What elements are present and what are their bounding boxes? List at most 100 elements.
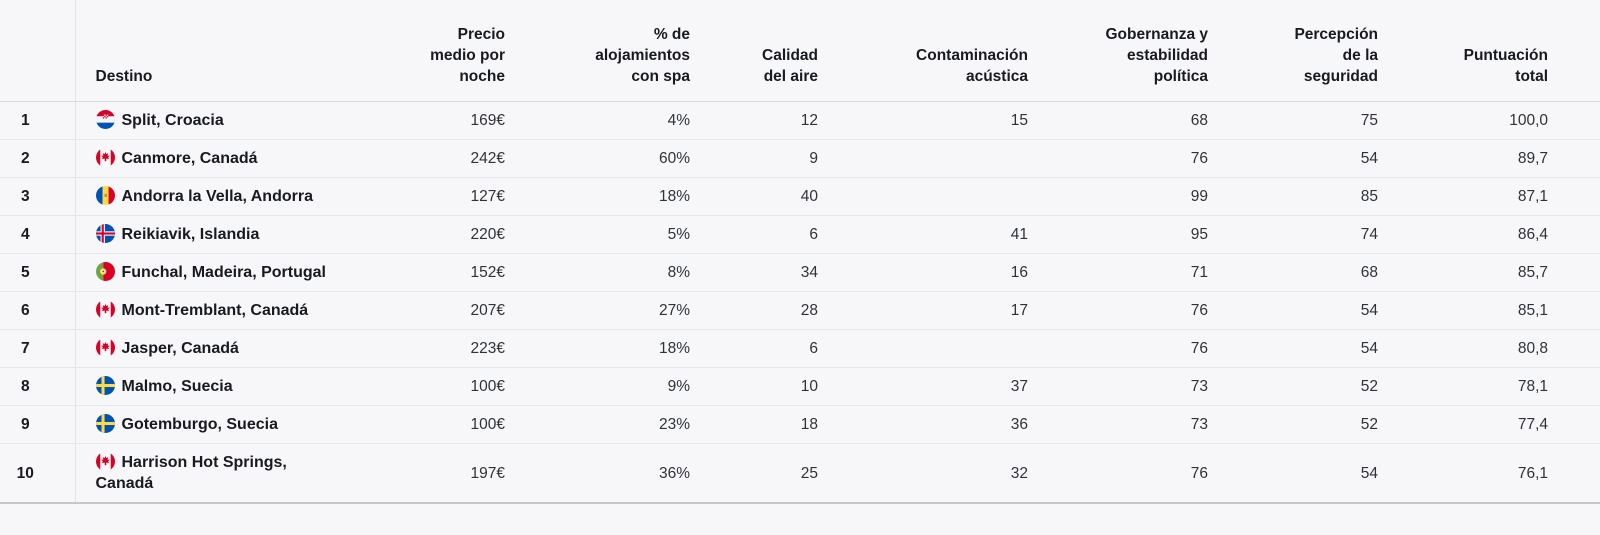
precio-value-cell: 223€ — [360, 329, 505, 368]
total-value-cell: 85,7 — [1378, 253, 1600, 292]
rank-cell: 3 — [0, 177, 75, 216]
precio-value-cell: 100€ — [360, 367, 505, 406]
total-value-cell: 77,4 — [1378, 405, 1600, 444]
gobernanza-value-cell: 71 — [1028, 253, 1208, 292]
column-header-destino: Destino — [74, 0, 360, 102]
destination-name: Canmore, Canadá — [121, 150, 258, 167]
header-row: Destino Precio medio por noche % de alojam… — [0, 0, 1600, 102]
gobernanza-value-cell: 73 — [1028, 367, 1208, 406]
table-row: 10 Harrison Hot Springs, Canadá 197€ 36% 25 3… — [0, 443, 1600, 504]
sweden-flag-icon — [95, 414, 115, 433]
acustica-value-cell — [818, 329, 1028, 368]
spa-value-cell: 60% — [505, 139, 690, 178]
aire-value-cell: 6 — [690, 215, 818, 254]
aire-value-cell: 12 — [690, 101, 818, 140]
canada-flag-icon — [95, 338, 115, 357]
destination-name: Split, Croacia — [121, 112, 224, 129]
table-row: 2 Canmore, Canadá 242€ 60% 9 76 54 89,7 — [0, 139, 1600, 178]
rank-cell: 7 — [0, 329, 75, 368]
table-row: 6 Mont-Tremblant, Canadá 207€ 27% 28 17 76 54 85… — [0, 291, 1600, 330]
column-header-label: Contaminación acústica — [916, 47, 1028, 85]
acustica-value-cell: 36 — [818, 405, 1028, 444]
total-value-cell: 86,4 — [1378, 215, 1600, 254]
precio-value-cell: 169€ — [360, 101, 505, 140]
acustica-value-cell: 37 — [818, 367, 1028, 406]
column-header-gobernanza: Gobernanza y estabilidad política — [1028, 0, 1208, 102]
column-header-label: Destino — [95, 68, 153, 85]
rank-cell: 10 — [0, 443, 75, 504]
canada-flag-icon — [95, 300, 115, 319]
sweden-flag-icon — [95, 376, 115, 395]
column-header-label: Gobernanza y estabilidad política — [1105, 26, 1209, 85]
precio-value-cell: 100€ — [360, 405, 505, 444]
table-row: 7 Jasper, Canadá 223€ 18% 6 76 54 80,8 — [0, 329, 1600, 368]
column-header-label: % de alojamientos con spa — [595, 26, 690, 85]
seguridad-value-cell: 68 — [1208, 253, 1378, 292]
gobernanza-value-cell: 68 — [1028, 101, 1208, 140]
iceland-flag-icon — [95, 224, 115, 243]
total-value-cell: 85,1 — [1378, 291, 1600, 330]
table-row: 1 Split, Croacia 169€ 4% 12 15 68 75 100,0 — [0, 101, 1600, 140]
croatia-flag-icon — [95, 110, 115, 129]
spa-value-cell: 18% — [505, 177, 690, 216]
rank-cell: 1 — [0, 101, 75, 140]
table-row: 9 Gotemburgo, Suecia 100€ 23% 18 36 73 52 77,4 — [0, 405, 1600, 444]
table-row: 3 Andorra la Vella, Andorra 127€ 18% 40 99 85 8… — [0, 177, 1600, 216]
destinations-ranking-table: Destino Precio medio por noche % de alojam… — [0, 0, 1600, 504]
total-value-cell: 87,1 — [1378, 177, 1600, 216]
destination-cell: Malmo, Suecia — [74, 367, 360, 406]
rank-cell: 9 — [0, 405, 75, 444]
table-row: 4 Reikiavik, Islandia 220€ 5% 6 41 95 74 86,4 — [0, 215, 1600, 254]
destination-name: Gotemburgo, Suecia — [121, 416, 278, 433]
aire-value-cell: 34 — [690, 253, 818, 292]
seguridad-value-cell: 54 — [1208, 139, 1378, 178]
destination-cell: Split, Croacia — [74, 101, 360, 140]
column-header-label: Puntuación total — [1463, 47, 1548, 85]
column-header-precio: Precio medio por noche — [360, 0, 505, 102]
rank-cell: 6 — [0, 291, 75, 330]
table-row: 5 Funchal, Madeira, Portugal 152€ 8% 34 16 71 6… — [0, 253, 1600, 292]
spa-value-cell: 9% — [505, 367, 690, 406]
rank-cell: 8 — [0, 367, 75, 406]
precio-value-cell: 152€ — [360, 253, 505, 292]
column-header-aire: Calidad del aire — [690, 0, 818, 102]
total-value-cell: 89,7 — [1378, 139, 1600, 178]
column-header-spa: % de alojamientos con spa — [505, 0, 690, 102]
gobernanza-value-cell: 76 — [1028, 291, 1208, 330]
destination-name: Andorra la Vella, Andorra — [121, 188, 313, 205]
acustica-value-cell: 32 — [818, 443, 1028, 504]
aire-value-cell: 9 — [690, 139, 818, 178]
seguridad-value-cell: 85 — [1208, 177, 1378, 216]
destination-name: Mont-Tremblant, Canadá — [121, 302, 309, 319]
total-value-cell: 80,8 — [1378, 329, 1600, 368]
spa-value-cell: 4% — [505, 101, 690, 140]
total-value-cell: 76,1 — [1378, 443, 1600, 504]
spa-value-cell: 27% — [505, 291, 690, 330]
spa-value-cell: 36% — [505, 443, 690, 504]
column-header-label: Percepción de la seguridad — [1294, 26, 1378, 85]
spa-value-cell: 18% — [505, 329, 690, 368]
precio-value-cell: 127€ — [360, 177, 505, 216]
table-row: 8 Malmo, Suecia 100€ 9% 10 37 73 52 78,1 — [0, 367, 1600, 406]
acustica-value-cell: 16 — [818, 253, 1028, 292]
precio-value-cell: 207€ — [360, 291, 505, 330]
aire-value-cell: 10 — [690, 367, 818, 406]
destination-cell: Mont-Tremblant, Canadá — [74, 291, 360, 330]
acustica-value-cell: 15 — [818, 101, 1028, 140]
column-header-acustica: Contaminación acústica — [818, 0, 1028, 102]
table-header: Destino Precio medio por noche % de alojam… — [0, 0, 1600, 102]
seguridad-value-cell: 54 — [1208, 443, 1378, 504]
rank-cell: 4 — [0, 215, 75, 254]
destination-name: Jasper, Canadá — [121, 340, 239, 357]
destination-name: Funchal, Madeira, Portugal — [121, 264, 326, 281]
gobernanza-value-cell: 99 — [1028, 177, 1208, 216]
column-header-seguridad: Percepción de la seguridad — [1208, 0, 1378, 102]
destination-cell: Andorra la Vella, Andorra — [74, 177, 360, 216]
acustica-value-cell — [818, 139, 1028, 178]
aire-value-cell: 25 — [690, 443, 818, 504]
seguridad-value-cell: 52 — [1208, 405, 1378, 444]
rank-cell: 2 — [0, 139, 75, 178]
destination-name: Harrison Hot Springs, Canadá — [95, 454, 287, 492]
andorra-flag-icon — [95, 186, 115, 205]
seguridad-value-cell: 52 — [1208, 367, 1378, 406]
